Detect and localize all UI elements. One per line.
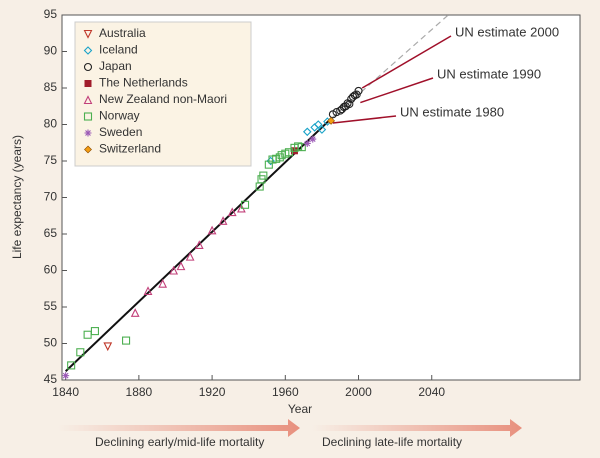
- marker: [169, 265, 179, 275]
- y-tick-label: 70: [44, 190, 58, 204]
- marker: [90, 327, 99, 336]
- x-tick-label: 2040: [418, 385, 445, 399]
- marker: [317, 125, 327, 134]
- annotation-line: [332, 115, 397, 124]
- y-tick-label: 90: [44, 44, 58, 58]
- legend-label: Norway: [99, 109, 140, 123]
- y-tick-label: 45: [44, 372, 58, 386]
- annotation-line: [361, 35, 452, 89]
- phase-arrow: [312, 419, 522, 437]
- y-tick-label: 85: [44, 80, 58, 94]
- annotation: UN estimate 1990: [437, 66, 541, 81]
- x-tick-label: 1960: [272, 385, 299, 399]
- marker: [327, 116, 335, 125]
- y-tick-label: 60: [44, 263, 58, 277]
- y-tick-label: 50: [44, 336, 58, 350]
- y-tick-label: 55: [44, 299, 58, 313]
- marker: [176, 261, 186, 271]
- y-axis-label: Life expectancy (years): [10, 135, 24, 259]
- marker: [290, 147, 298, 155]
- marker: [207, 225, 217, 235]
- phase-label: Declining late-life mortality: [322, 435, 462, 449]
- marker: [240, 200, 250, 209]
- marker: [297, 143, 306, 152]
- legend-label: Switzerland: [99, 142, 161, 156]
- marker: [84, 145, 92, 154]
- marker: [158, 278, 168, 288]
- annotation: UN estimate 1980: [400, 104, 504, 119]
- x-axis-label: Year: [288, 402, 312, 416]
- legend-label: Australia: [99, 26, 146, 40]
- marker: [185, 251, 195, 261]
- marker: [76, 348, 85, 357]
- marker: [83, 62, 93, 72]
- marker: [345, 100, 354, 109]
- marker: [309, 135, 317, 143]
- marker: [122, 336, 131, 345]
- marker: [313, 120, 323, 129]
- marker: [83, 46, 93, 55]
- legend-box: [74, 21, 252, 167]
- legend-label: New Zealand non-Maori: [99, 92, 227, 106]
- marker: [227, 207, 237, 217]
- marker: [83, 29, 93, 39]
- marker: [62, 372, 70, 380]
- legend-label: Japan: [99, 59, 132, 73]
- phase-label: Declining early/mid-life mortality: [95, 435, 264, 449]
- marker: [354, 86, 363, 95]
- x-tick-label: 1920: [199, 385, 226, 399]
- y-tick-label: 65: [44, 226, 58, 240]
- x-tick-label: 1840: [52, 385, 79, 399]
- trend-line: [64, 117, 332, 372]
- y-tick-label: 75: [44, 153, 58, 167]
- marker: [143, 286, 153, 295]
- legend-label: Sweden: [99, 125, 142, 139]
- legend-label: The Netherlands: [99, 76, 188, 90]
- marker: [83, 95, 93, 105]
- y-tick-label: 80: [44, 117, 58, 131]
- trend-line: [330, 14, 449, 120]
- marker: [259, 171, 268, 180]
- marker: [302, 127, 312, 137]
- x-tick-label: 2000: [345, 385, 372, 399]
- marker: [84, 129, 92, 137]
- legend: Australia Iceland Japan The Netherlands New …: [74, 21, 252, 167]
- marker: [218, 216, 228, 225]
- phase-arrow: [58, 419, 300, 437]
- marker: [84, 80, 92, 87]
- x-tick-label: 1880: [126, 385, 153, 399]
- marker: [67, 361, 76, 370]
- marker: [83, 112, 93, 121]
- marker: [284, 148, 294, 157]
- marker: [130, 308, 140, 317]
- y-tick-label: 95: [44, 7, 58, 21]
- marker: [303, 139, 311, 147]
- marker: [103, 342, 113, 352]
- annotation: UN estimate 2000: [455, 24, 559, 39]
- marker: [194, 240, 204, 249]
- annotation-line: [360, 77, 434, 104]
- legend-label: Iceland: [99, 43, 138, 57]
